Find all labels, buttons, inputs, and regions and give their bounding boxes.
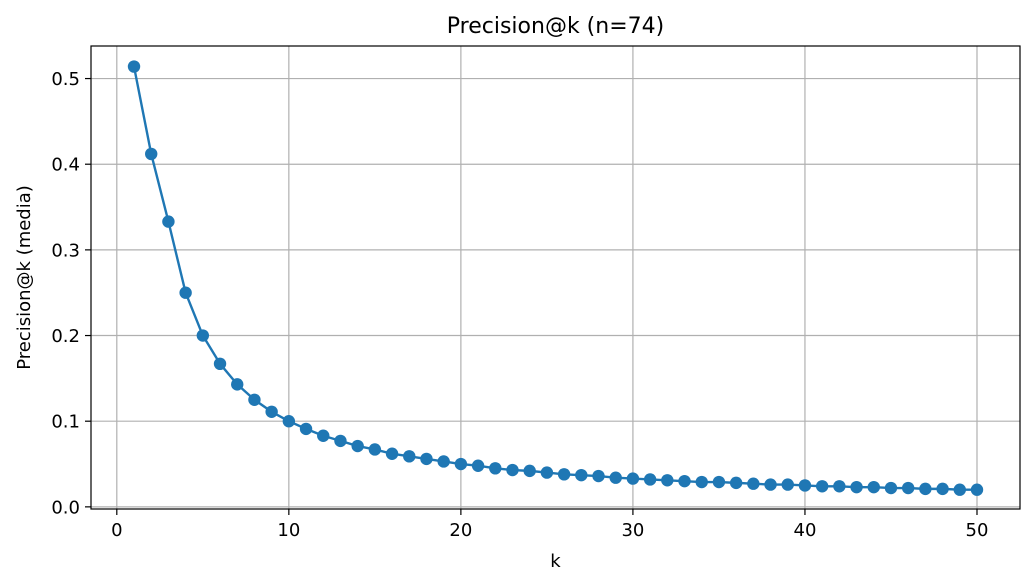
- data-point: [437, 455, 450, 468]
- data-point: [626, 472, 640, 485]
- y-tick-label: 0.4: [51, 155, 80, 176]
- data-point: [592, 469, 605, 483]
- data-point: [403, 450, 416, 463]
- data-point: [368, 443, 382, 456]
- x-tick-label: 0: [111, 520, 122, 541]
- y-tick-label: 0.0: [51, 497, 80, 518]
- data-point: [575, 468, 588, 482]
- data-point: [643, 473, 657, 486]
- data-point: [127, 60, 141, 73]
- data-point: [712, 475, 726, 489]
- data-point: [506, 463, 519, 477]
- x-tick-label: 40: [794, 520, 817, 541]
- data-point: [540, 466, 554, 479]
- data-point: [282, 414, 296, 428]
- data-point: [747, 477, 760, 490]
- plot-area: [91, 46, 1020, 509]
- data-point: [661, 474, 674, 487]
- data-point: [867, 480, 880, 494]
- data-point: [489, 462, 502, 475]
- data-point: [953, 483, 966, 496]
- data-point: [884, 481, 898, 495]
- x-tick-label: 50: [966, 520, 989, 541]
- data-point: [385, 447, 399, 460]
- y-axis-title: Precision@k (media): [14, 185, 35, 370]
- data-point: [334, 434, 347, 448]
- data-point: [833, 480, 846, 493]
- data-point: [454, 457, 468, 471]
- data-point: [609, 471, 622, 484]
- x-axis-title: k: [550, 551, 561, 572]
- data-point: [901, 481, 915, 495]
- data-point: [781, 478, 794, 491]
- data-point: [351, 439, 364, 453]
- data-point: [299, 422, 313, 436]
- data-point: [145, 147, 158, 161]
- y-tick-label: 0.3: [51, 240, 80, 261]
- data-point: [919, 482, 932, 496]
- y-tick-label: 0.1: [51, 412, 80, 433]
- data-point: [815, 480, 829, 493]
- x-tick-label: 20: [449, 520, 472, 541]
- data-point: [936, 482, 949, 496]
- x-tick-label: 30: [621, 520, 644, 541]
- data-point: [179, 286, 192, 299]
- data-point: [162, 215, 175, 228]
- data-point: [850, 480, 863, 494]
- data-point: [196, 329, 210, 342]
- data-point: [695, 475, 708, 489]
- y-tick-label: 0.2: [51, 326, 80, 347]
- chart-title: Precision@k (n=74): [447, 14, 664, 39]
- axes-spines: [90, 45, 1021, 510]
- data-point: [557, 468, 571, 481]
- data-point: [523, 464, 536, 478]
- data-point: [764, 478, 777, 491]
- data-point: [317, 429, 330, 442]
- data-series: [127, 60, 984, 496]
- data-point: [970, 483, 984, 496]
- data-point: [420, 452, 433, 466]
- y-tick-label: 0.5: [51, 69, 80, 90]
- data-point: [248, 393, 261, 406]
- data-point: [471, 459, 485, 472]
- x-tick-label: 10: [277, 520, 300, 541]
- data-point: [265, 405, 278, 418]
- data-point: [678, 474, 691, 488]
- data-point: [729, 476, 743, 490]
- data-point: [798, 479, 812, 492]
- data-point: [213, 357, 227, 371]
- axes-frame: [90, 45, 1021, 510]
- axis-ticks: 0 10 20 30 40 50 0.0 0.1 0.2 0.3 0.4 0.5: [51, 69, 988, 541]
- data-point: [231, 378, 244, 391]
- grid-lines: [91, 46, 1020, 509]
